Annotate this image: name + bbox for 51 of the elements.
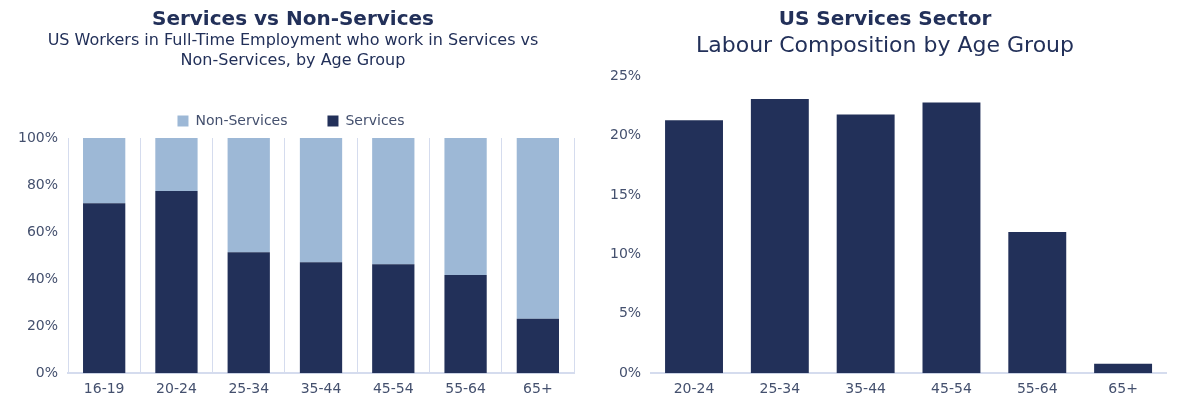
y-tick-label: 20% [26,316,59,333]
y-tick-label: 20% [609,126,642,143]
y-tick-label: 40% [26,269,59,286]
bar [444,138,487,275]
x-tick-label: 45-54 [372,380,414,397]
y-tick-label: 60% [26,222,59,239]
chart-subtitle: Labour Composition by Age Group [695,32,1075,58]
bar [1094,363,1153,374]
x-tick-label: 55-64 [445,380,487,397]
bar [444,274,487,374]
y-tick-label: 5% [618,304,642,321]
y-tick-label: 25% [609,67,642,84]
y-tick-label: 0% [618,363,642,380]
bar [155,190,198,374]
y-tick-label: 80% [26,175,59,192]
chart-subtitle: US Workers in Full-Time Employment who work in Services vs Non-Services, by Age Group [46,30,540,70]
x-tick-label: 20-24 [673,380,715,397]
x-tick-label: 25-34 [759,380,801,397]
bar [922,102,981,374]
x-tick-label: 25-34 [228,380,270,397]
legend-label: Services [345,111,405,128]
x-tick-label: 55-64 [1016,380,1058,397]
bar [372,264,415,374]
bar [299,138,343,263]
bar [516,138,559,319]
legend-label: Non-Services [195,111,288,128]
bar [83,138,126,204]
bar [227,138,270,253]
bar [836,114,895,374]
bar [299,262,343,374]
bar [155,138,198,191]
bar [1008,231,1067,374]
chart-title: Services vs Non-Services [151,6,435,30]
bar [372,138,415,265]
y-tick-label: 10% [609,245,642,262]
bar [227,252,270,374]
y-tick-label: 100% [17,128,59,145]
chart-title: US Services Sector [777,6,993,30]
bar [750,98,809,374]
x-tick-label: 16-19 [83,380,125,397]
x-tick-label: 45-54 [931,380,972,397]
x-tick-label: 65+ [523,380,553,397]
x-tick-label: 65+ [1108,380,1138,397]
x-tick-label: 35-44 [300,380,342,397]
x-tick-label: 35-44 [845,380,887,397]
bar [665,120,723,374]
bar [83,203,126,374]
x-tick-label: 20-24 [156,380,197,397]
bar [516,318,559,374]
y-tick-label: 0% [35,363,59,380]
y-tick-label: 15% [609,185,642,202]
